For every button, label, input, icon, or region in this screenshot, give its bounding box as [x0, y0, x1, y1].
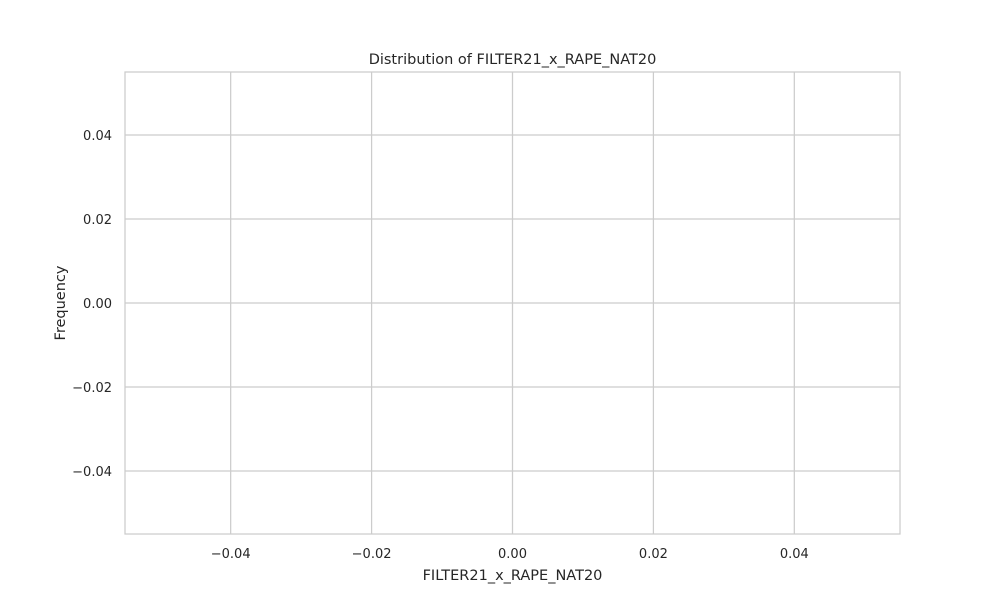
- plot-area-frame: [124, 71, 901, 535]
- x-axis-label: FILTER21_x_RAPE_NAT20: [423, 568, 603, 584]
- y-tick-label: −0.04: [72, 465, 112, 480]
- y-tick-label: −0.02: [72, 381, 112, 396]
- y-tick-label: 0.02: [83, 213, 112, 228]
- y-tick-labels: −0.04 −0.02 0.00 0.02 0.04: [72, 129, 112, 480]
- x-tick-labels: −0.04 −0.02 0.00 0.02 0.04: [211, 547, 809, 562]
- y-tick-label: 0.00: [83, 297, 112, 312]
- grid-layer: [125, 72, 900, 534]
- x-tick-label: −0.04: [211, 547, 251, 562]
- y-tick-label: 0.04: [83, 129, 112, 144]
- x-tick-label: 0.04: [780, 547, 809, 562]
- x-tick-label: 0.02: [639, 547, 668, 562]
- x-tick-label: −0.02: [352, 547, 392, 562]
- chart-title: Distribution of FILTER21_x_RAPE_NAT20: [369, 52, 657, 68]
- y-axis-label: Frequency: [53, 265, 69, 340]
- x-tick-label: 0.00: [498, 547, 527, 562]
